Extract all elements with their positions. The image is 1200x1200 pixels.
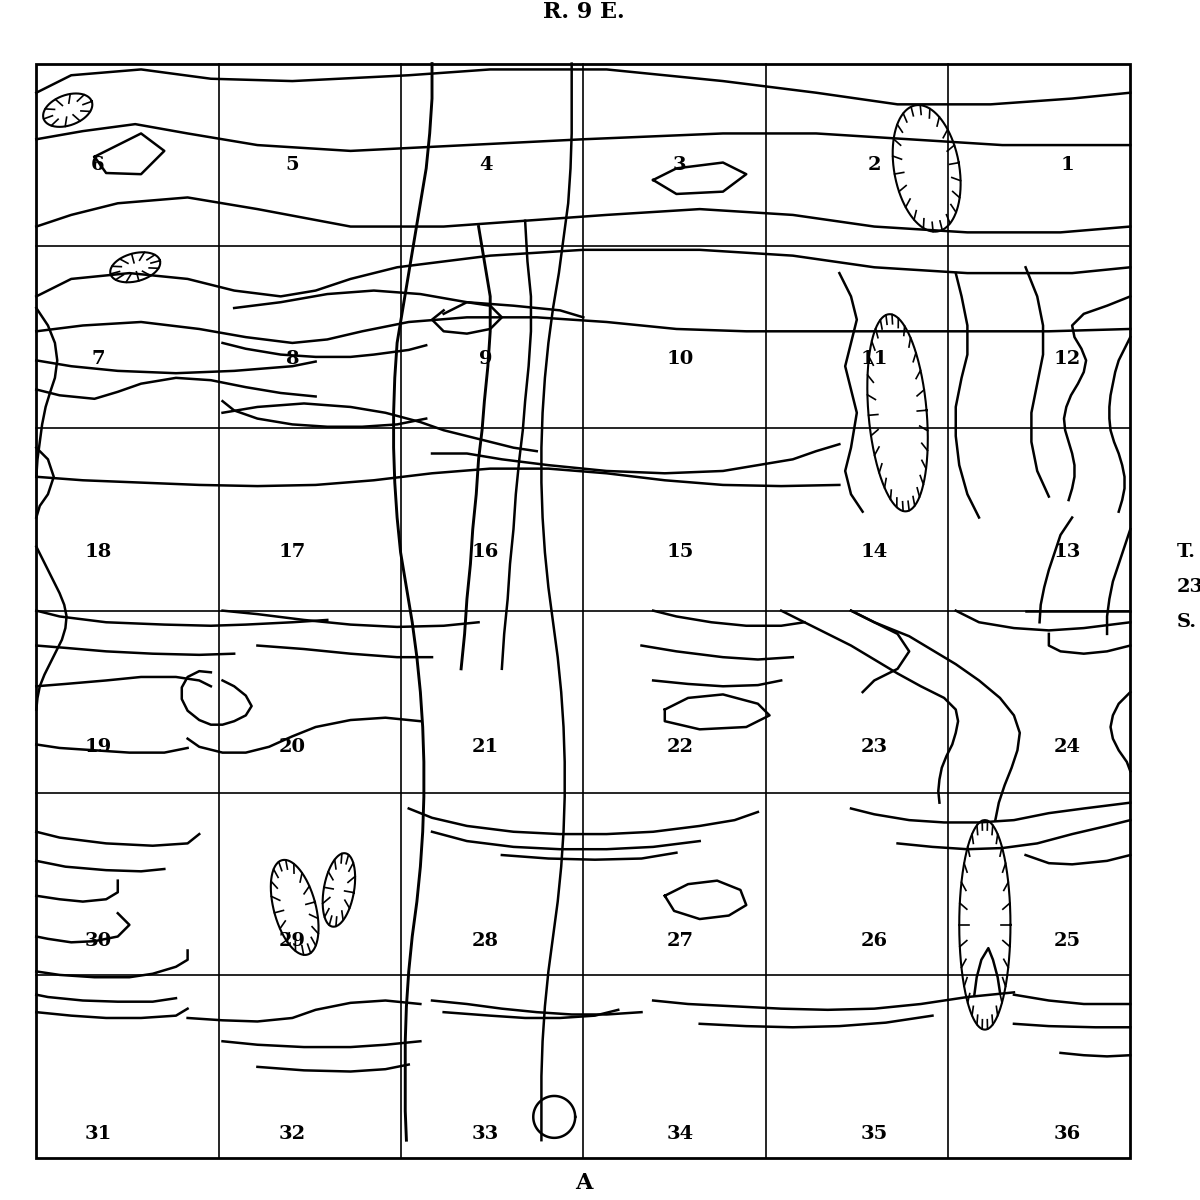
Text: 10: 10	[666, 350, 694, 368]
Text: 19: 19	[84, 738, 112, 756]
Text: 13: 13	[1054, 544, 1081, 562]
Text: 36: 36	[1054, 1126, 1081, 1144]
Text: 29: 29	[278, 932, 306, 950]
Text: 22: 22	[666, 738, 694, 756]
Text: 18: 18	[84, 544, 112, 562]
Text: 23: 23	[1177, 578, 1200, 596]
Text: 23: 23	[860, 738, 888, 756]
Text: 30: 30	[84, 932, 112, 950]
Text: 31: 31	[84, 1126, 112, 1144]
Text: R. 9 E.: R. 9 E.	[542, 1, 624, 23]
Text: 6: 6	[91, 156, 104, 174]
Text: 16: 16	[472, 544, 499, 562]
Text: 26: 26	[860, 932, 888, 950]
Text: S.: S.	[1177, 613, 1198, 631]
Text: 32: 32	[278, 1126, 306, 1144]
Text: 34: 34	[666, 1126, 694, 1144]
Text: 5: 5	[286, 156, 299, 174]
Text: 14: 14	[860, 544, 888, 562]
Text: 15: 15	[666, 544, 694, 562]
Text: 25: 25	[1054, 932, 1081, 950]
Text: 4: 4	[479, 156, 492, 174]
Text: 12: 12	[1054, 350, 1081, 368]
Text: 33: 33	[472, 1126, 499, 1144]
Text: T.: T.	[1177, 544, 1196, 562]
Text: A: A	[575, 1171, 592, 1194]
Text: 21: 21	[472, 738, 499, 756]
Text: 20: 20	[278, 738, 306, 756]
Text: 7: 7	[91, 350, 104, 368]
Text: 27: 27	[666, 932, 694, 950]
Text: 2: 2	[868, 156, 881, 174]
Text: 3: 3	[673, 156, 686, 174]
Text: 28: 28	[472, 932, 499, 950]
Text: 17: 17	[278, 544, 306, 562]
Text: 9: 9	[479, 350, 492, 368]
Text: 35: 35	[860, 1126, 888, 1144]
Text: 8: 8	[286, 350, 299, 368]
Text: 24: 24	[1054, 738, 1081, 756]
Text: 11: 11	[860, 350, 888, 368]
Text: 1: 1	[1061, 156, 1074, 174]
